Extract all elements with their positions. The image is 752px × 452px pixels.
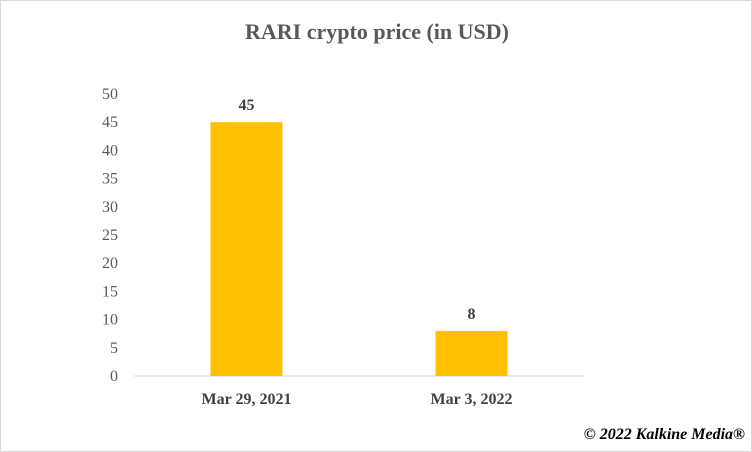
data-label: 8 [468,306,476,323]
y-tick-label: 50 [102,86,118,103]
data-label: 45 [239,97,255,114]
bars-group [210,122,508,376]
category-label: Mar 3, 2022 [431,391,513,408]
y-tick-label: 45 [102,114,118,131]
data-labels-group: 45 8 [239,97,476,323]
y-tick-label: 35 [102,171,118,188]
y-tick-label: 15 [102,283,118,300]
y-tick-label: 0 [110,368,118,385]
y-tick-label: 25 [102,227,118,244]
category-label: Mar 29, 2021 [202,391,292,408]
bar [435,330,508,376]
y-tick-label: 40 [102,142,118,159]
copyright-text: © 2022 Kalkine Media® [584,426,745,443]
bar [210,122,283,376]
y-axis-ticks: 0 5 10 15 20 25 30 35 40 45 50 [102,86,118,385]
chart-title: RARI crypto price (in USD) [245,19,509,44]
category-labels-group: Mar 29, 2021 Mar 3, 2022 [202,391,513,408]
y-tick-label: 30 [102,199,118,216]
y-tick-label: 5 [110,340,118,357]
y-tick-label: 10 [102,312,118,329]
y-tick-label: 20 [102,255,118,272]
